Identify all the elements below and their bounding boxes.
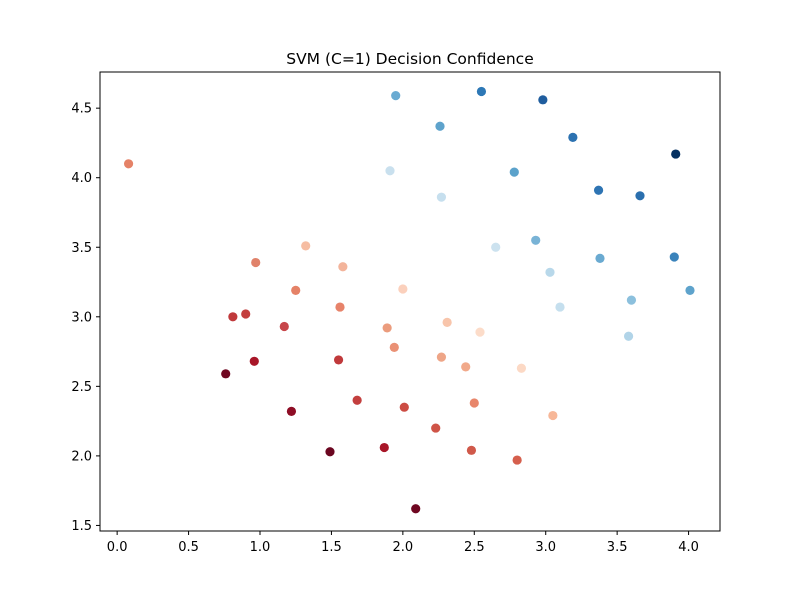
y-tick-label: 4.5 [71, 102, 92, 117]
data-point [338, 262, 348, 272]
data-point [352, 395, 362, 405]
data-point [379, 442, 389, 453]
data-point [531, 235, 541, 245]
data-point [431, 423, 441, 433]
x-tick-label: 2.5 [464, 540, 485, 555]
y-tick-label: 2.0 [71, 449, 92, 464]
x-tick-label: 4.0 [678, 540, 699, 555]
y-tick-label: 3.5 [71, 241, 92, 256]
data-point [512, 455, 522, 465]
x-tick-label: 1.0 [250, 540, 271, 555]
x-tick-label: 2.0 [393, 540, 414, 555]
data-point [382, 323, 392, 333]
data-point [626, 295, 637, 305]
data-point [555, 302, 565, 312]
data-point [466, 445, 477, 455]
data-point [669, 252, 679, 262]
y-tick-label: 4.0 [71, 171, 92, 186]
data-point [228, 312, 238, 322]
data-point [301, 241, 311, 251]
data-point [635, 191, 645, 201]
data-point [623, 331, 634, 341]
data-point [509, 167, 519, 177]
x-tick-label: 0.0 [107, 540, 128, 555]
data-point [461, 362, 471, 372]
data-point [279, 321, 289, 332]
data-point [286, 406, 297, 416]
data-point [221, 369, 231, 379]
data-point [593, 185, 604, 195]
data-point [548, 410, 558, 421]
data-point [291, 285, 301, 295]
data-point [436, 192, 447, 202]
data-point [436, 352, 447, 362]
data-point [249, 356, 259, 366]
data-point [241, 309, 251, 319]
x-tick-label: 3.0 [535, 540, 556, 555]
data-point [335, 302, 345, 312]
plot-frame [99, 71, 721, 532]
data-point [595, 253, 605, 263]
data-point [538, 95, 548, 105]
chart-title: SVM (C=1) Decision Confidence [286, 50, 534, 68]
y-tick-label: 2.5 [71, 380, 92, 395]
data-point [251, 257, 261, 268]
data-point [411, 504, 421, 514]
y-tick-label: 3.0 [71, 310, 92, 325]
data-point [469, 398, 479, 408]
data-point [435, 121, 445, 131]
data-point [671, 149, 681, 159]
data-point [389, 342, 399, 352]
data-point [398, 284, 408, 294]
points-layer [123, 86, 695, 514]
x-tick-label: 0.5 [178, 540, 199, 555]
data-point [325, 447, 335, 457]
data-point [385, 166, 395, 176]
x-tick-label: 3.5 [607, 540, 628, 555]
data-point [391, 91, 401, 101]
data-point [491, 242, 501, 252]
data-point [685, 285, 695, 295]
data-point [475, 327, 485, 337]
axes-layer: 0.0 0.5 1.0 1.5 2.0 2.5 3.0 3.5 4.0 1.5 2.0 2.5 3.0 3… [71, 71, 721, 555]
data-point [399, 402, 409, 412]
data-point [545, 267, 555, 277]
data-point [442, 317, 452, 327]
x-tick-label: 1.5 [321, 540, 342, 555]
data-point [568, 132, 578, 142]
data-point [333, 355, 344, 365]
data-point [476, 86, 487, 97]
data-point [516, 363, 527, 373]
y-tick-label: 1.5 [71, 519, 92, 534]
data-point [123, 159, 134, 169]
